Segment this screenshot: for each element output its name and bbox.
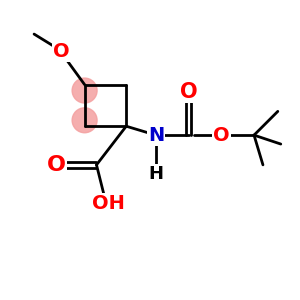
Text: O: O: [180, 82, 197, 102]
Text: H: H: [148, 165, 164, 183]
Text: O: O: [213, 126, 230, 145]
Text: N: N: [148, 126, 164, 145]
Circle shape: [72, 108, 97, 133]
Text: OH: OH: [92, 194, 125, 213]
Text: O: O: [52, 42, 69, 62]
Text: O: O: [47, 155, 66, 175]
Circle shape: [72, 78, 97, 103]
